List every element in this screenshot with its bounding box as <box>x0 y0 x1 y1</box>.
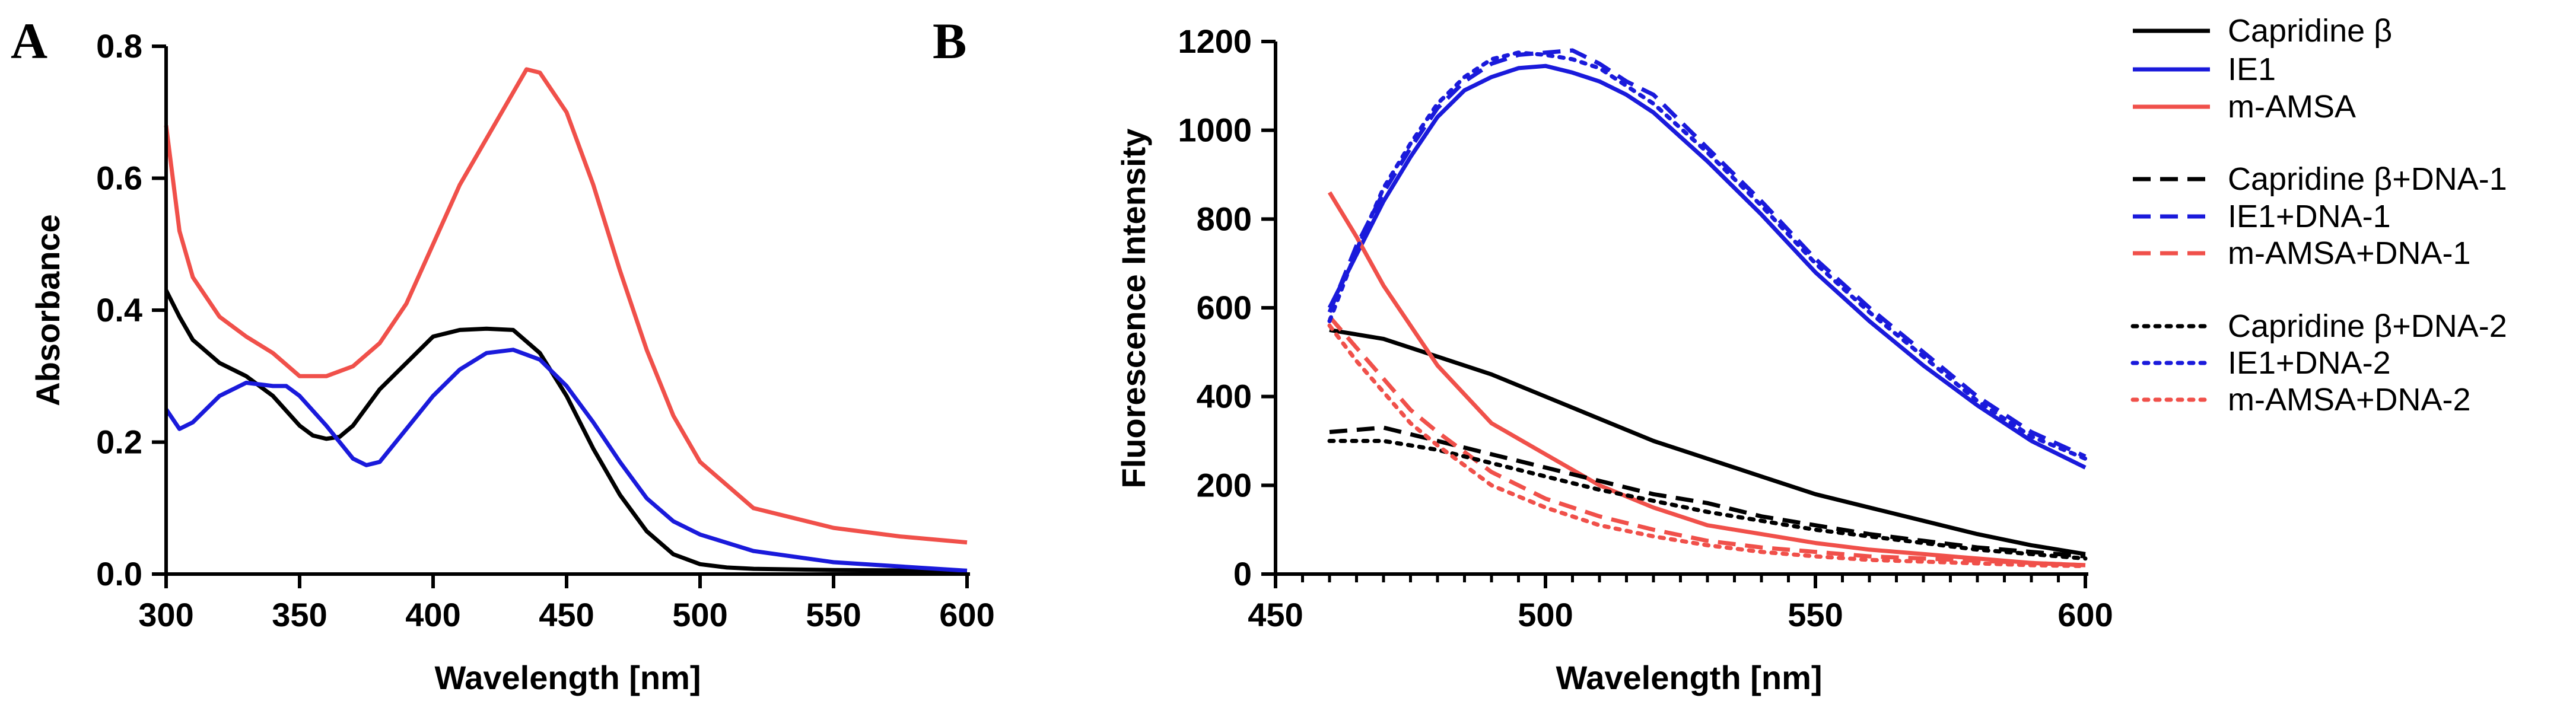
panel-a: A 300 350 400 450 500 550 600 0.00.20.40.60.8 … <box>11 12 995 696</box>
panel-a-x-axis-title: Wavelength [nm] <box>434 659 701 696</box>
y-tick-label: 0.8 <box>96 27 142 65</box>
x-tick-label: 450 <box>1248 596 1303 633</box>
legend-label: IE1 <box>2228 52 2276 87</box>
legend-label: m-AMSA <box>2228 89 2356 125</box>
panel-a-y-ticks: 0.0 0.2 0.4 0.6 0.8 <box>96 27 166 592</box>
x-tick-label: 350 <box>272 596 327 633</box>
y-tick-label: 0.6 <box>96 160 142 197</box>
panel-b-series-ie1 <box>1327 63 2087 470</box>
x-tick-label: 500 <box>672 596 727 633</box>
panel-b-x-axis-title: Wavelength [nm] <box>1556 659 1822 696</box>
y-tick-label: 1200 <box>1178 23 1252 60</box>
panel-b-y-ticks: 0 200 400 600 800 1000 1200 <box>1178 23 1276 592</box>
panel-b-series-capridine-dna-2 <box>1327 439 2088 561</box>
panel-a-x-ticks: 300 350 400 450 500 550 600 <box>138 574 995 633</box>
panel-b-series-m-amsa <box>1328 191 2086 568</box>
x-tick-label: 550 <box>806 596 861 633</box>
panel-b: B 450 500 550 600 0 200 400 600 800 1000 1200 Wav… <box>933 12 2113 696</box>
y-tick-label: 0.4 <box>96 291 142 329</box>
panel-b-series-capridine-dna-1 <box>1329 425 2086 559</box>
y-tick-label: 0 <box>1233 555 1252 592</box>
legend-label: Capridine β <box>2228 13 2392 49</box>
panel-b-y-axis-title: Fluorescence Intensity <box>1115 129 1152 489</box>
panel-b-series-ie1-dna-1 <box>1327 48 2087 458</box>
x-tick-label: 450 <box>539 596 594 633</box>
x-tick-label: 400 <box>405 596 460 633</box>
x-tick-label: 550 <box>1788 596 1843 633</box>
y-tick-label: 0.0 <box>96 555 142 592</box>
panel-a-y-axis-title: Absorbance <box>29 214 66 406</box>
panel-b-series-m-amsa-dna-2 <box>1327 323 2088 568</box>
y-tick-label: 800 <box>1197 200 1252 237</box>
panel-b-series-m-amsa-dna-1 <box>1328 315 2086 568</box>
x-tick-label: 300 <box>138 596 193 633</box>
y-tick-label: 0.2 <box>96 423 142 461</box>
legend-label: IE1+DNA-1 <box>2228 199 2391 234</box>
panel-a-series-ie1 <box>164 348 968 573</box>
legend-label: IE1+DNA-2 <box>2228 345 2391 381</box>
panel-a-series-m-amsa <box>164 67 968 545</box>
y-tick-label: 200 <box>1197 466 1252 504</box>
legend-label: Capridine β+DNA-2 <box>2228 308 2507 344</box>
x-tick-label: 500 <box>1518 596 1573 633</box>
y-tick-label: 600 <box>1197 289 1252 326</box>
panel-b-letter: B <box>933 12 966 69</box>
panel-a-letter: A <box>11 12 47 69</box>
y-tick-label: 1000 <box>1178 111 1252 149</box>
panel-b-x-ticks: 450 500 550 600 <box>1248 574 2113 633</box>
x-tick-label: 600 <box>2057 596 2113 633</box>
panel-b-series-layer <box>1327 48 2088 568</box>
x-tick-label: 600 <box>939 596 994 633</box>
legend-label: m-AMSA+DNA-1 <box>2228 235 2471 271</box>
legend-label: Capridine β+DNA-1 <box>2228 161 2507 197</box>
panel-b-series-ie1-dna-2 <box>1327 50 2088 461</box>
panel-a-series-layer <box>164 67 968 573</box>
panel-b-series-capridine <box>1329 327 2086 556</box>
legend-label: m-AMSA+DNA-2 <box>2228 382 2471 418</box>
y-tick-label: 400 <box>1197 378 1252 415</box>
